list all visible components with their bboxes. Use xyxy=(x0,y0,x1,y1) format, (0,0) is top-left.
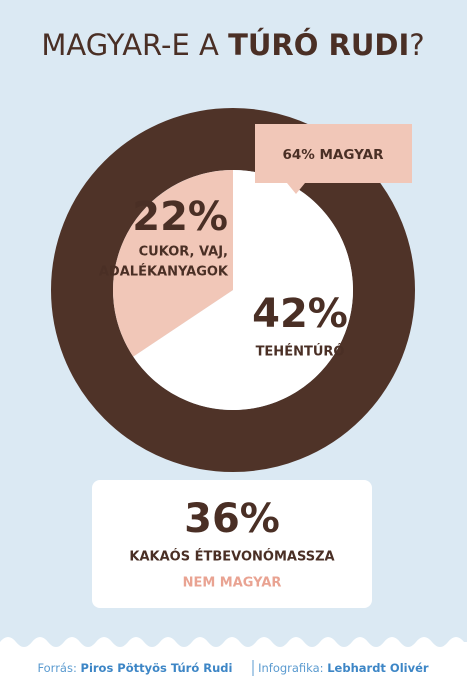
category-label: TEHÉNTÚRÓ xyxy=(256,344,345,360)
category-label: KAKAÓS ÉTBEVONÓMASSZA xyxy=(129,549,334,565)
value-label: 42% xyxy=(252,291,348,337)
category-label: ADALÉKANYAGOK xyxy=(99,264,229,280)
pie-segment xyxy=(112,170,233,357)
wave-footer xyxy=(0,637,467,700)
title-part: TÚRÓ RUDI xyxy=(228,28,409,62)
callout-box xyxy=(255,124,412,194)
pie-segment xyxy=(133,170,353,410)
title-part: ? xyxy=(409,28,424,62)
source-label: Forrás: xyxy=(37,661,76,675)
source: Piros Pöttyös Túró Rudi xyxy=(81,661,233,675)
annotation: 64% MAGYAR xyxy=(282,147,384,163)
footer: Forrás: Piros Pöttyös Túró Rudi Infograf… xyxy=(37,661,428,675)
value-label: 36% xyxy=(184,496,280,542)
chart-title: MAGYAR-E A TÚRÓ RUDI? xyxy=(41,28,424,62)
category-label: CUKOR, VAJ, xyxy=(139,245,228,260)
value-label: 22% xyxy=(132,194,228,240)
credit: Lebhardt Olivér xyxy=(327,661,429,675)
title-part: MAGYAR-E A xyxy=(41,28,219,62)
labels: 64% MAGYAR 22% CUKOR, VAJ, ADALÉKANYAGOK 42%… xyxy=(92,124,412,608)
donut xyxy=(51,108,415,472)
ring-segment xyxy=(51,108,415,472)
label-box xyxy=(92,480,372,608)
annotation: NEM MAGYAR xyxy=(183,576,282,591)
credit-label: Infografika: xyxy=(258,661,323,675)
